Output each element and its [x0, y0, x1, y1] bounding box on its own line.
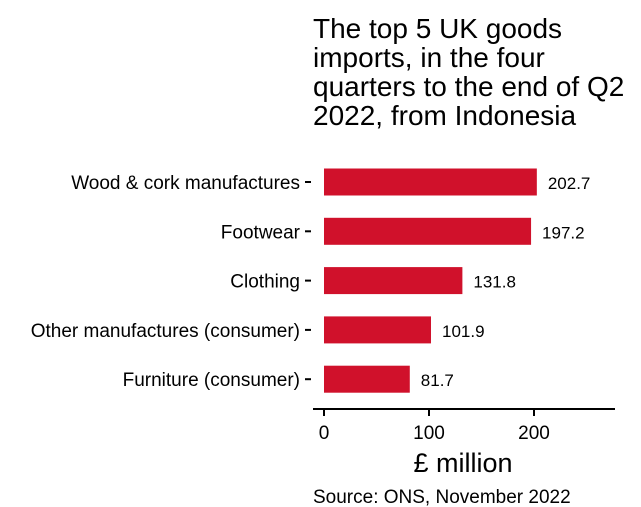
title-line-4: 2022, from Indonesia — [313, 100, 576, 131]
source-note: Source: ONS, November 2022 — [313, 487, 571, 507]
value-label-1: 202.7 — [548, 174, 591, 193]
bar-3 — [324, 267, 463, 295]
title-line-3: quarters to the end of Q2 — [313, 71, 624, 102]
category-label-2: Footwear — [221, 222, 301, 243]
category-label-5: Furniture (consumer) — [123, 370, 300, 391]
bar-1 — [324, 168, 537, 196]
category-label-4: Other manufactures (consumer) — [31, 321, 300, 342]
title-line-2: imports, in the four — [313, 42, 545, 73]
bar-5 — [324, 365, 410, 393]
bar-2 — [324, 217, 532, 245]
x-tick-label-1: 0 — [319, 423, 330, 444]
title-line-1: The top 5 UK goods — [313, 13, 562, 44]
bars — [324, 168, 537, 393]
value-label-5: 81.7 — [421, 371, 454, 390]
x-tick-label-2: 100 — [413, 423, 445, 444]
value-labels: 202.7 197.2 131.8 101.9 81.7 — [421, 174, 591, 390]
bar-4 — [324, 316, 431, 344]
category-label-1: Wood & cork manufactures — [71, 173, 300, 194]
category-labels: Wood & cork manufactures Footwear Clothing… — [31, 173, 311, 391]
category-label-3: Clothing — [230, 272, 300, 293]
x-tick-label-3: 200 — [518, 423, 550, 444]
value-label-4: 101.9 — [442, 322, 485, 341]
value-label-2: 197.2 — [542, 223, 585, 242]
value-label-3: 131.8 — [473, 273, 516, 292]
x-axis-title: £ million — [413, 448, 512, 478]
x-axis: 0 100 200 — [313, 408, 615, 444]
